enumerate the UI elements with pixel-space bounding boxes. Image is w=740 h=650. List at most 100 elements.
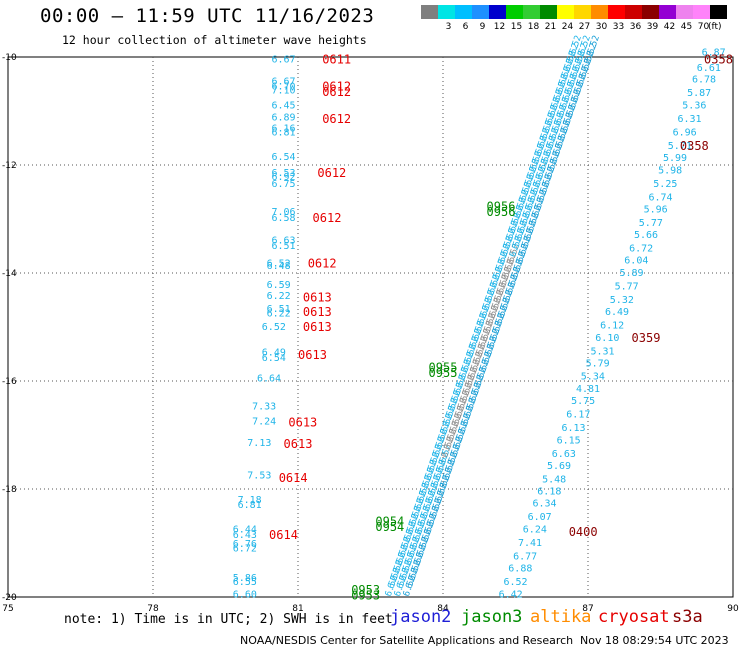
swh-value: 6.81 (271, 128, 295, 139)
pass-time-label: 0956 (487, 200, 516, 214)
swh-value: 6.67 (271, 76, 295, 87)
swh-value: 5.89 (619, 268, 643, 279)
swh-value: 5.71 (668, 141, 692, 152)
pass-time-label: 0613 (303, 290, 332, 304)
legend-color-cell (557, 5, 574, 19)
legend-color-cell (506, 5, 523, 19)
swh-value: 6.58 (271, 213, 295, 224)
legend-color-cell (472, 5, 489, 19)
swh-value: 6.49 (262, 347, 286, 358)
chart-title: 00:00 – 11:59 UTC 11/16/2023 (40, 5, 375, 27)
swh-value: 6.87 (702, 48, 726, 59)
swh-value: 6.89 (271, 112, 295, 123)
legend-color-cell (693, 5, 710, 19)
legend-color-cell (659, 5, 676, 19)
legend-bin-label: 21 (544, 22, 557, 32)
generation-timestamp: Nov 18 08:29:54 UTC 2023 (580, 634, 729, 647)
legend-bin-label: 45 (680, 22, 693, 32)
swh-value: 6.92 (271, 172, 295, 183)
satellite-legend-cryosat: cryosat (598, 607, 670, 627)
pass-time-label: 0612 (308, 256, 337, 270)
swh-value: 5.25 (653, 179, 677, 190)
pass-time-label: 0956 (487, 205, 516, 219)
legend-color-cell (591, 5, 608, 19)
legend-color-cell (489, 5, 506, 19)
swh-value: 6.67 (271, 55, 295, 66)
legend-bin-label: 36 (629, 22, 642, 32)
swh-value: 7.33 (252, 401, 276, 412)
swh-value: 6.54 (271, 152, 295, 163)
swh-value: 5.34 (581, 372, 605, 383)
swh-value: 7.24 (252, 417, 276, 428)
legend-color-cell (608, 5, 625, 19)
satellite-legend-jason2: jason2 (390, 607, 452, 627)
swh-value: 6.75 (271, 179, 295, 190)
swh-value: 6.43 (233, 530, 257, 541)
swh-value: 6.64 (257, 373, 281, 384)
swh-value: 6.60 (233, 589, 257, 600)
pass-time-label: 0613 (284, 437, 313, 451)
swh-value: 6.59 (267, 280, 291, 291)
swh-value: 6.78 (692, 75, 716, 86)
legend-bin-label: 24 (561, 22, 574, 32)
swh-value: 6.53 (271, 168, 295, 179)
swh-value: 6.52 (262, 322, 286, 333)
swh-value: 7.18 (238, 495, 262, 506)
pass-time-label: 0613 (303, 320, 332, 334)
pass-time-label: 0612 (322, 112, 351, 126)
swh-value: 6.45 (271, 101, 295, 112)
pass-time-label: 0400 (569, 525, 598, 539)
swh-value: 5.77 (639, 218, 663, 229)
chart-subtitle: 12 hour collection of altimeter wave hei… (62, 33, 367, 47)
swh-value: 6.72 (233, 543, 257, 554)
legend-color-cell (642, 5, 659, 19)
swh-value: 6.49 (605, 307, 629, 318)
swh-value: 5.75 (571, 396, 595, 407)
swh-value: 5.96 (644, 204, 668, 215)
swh-value: 5.69 (547, 461, 571, 472)
pass-time-label: 0614 (279, 471, 308, 485)
swh-value: 6.10 (595, 333, 619, 344)
swh-value: 6.42 (499, 589, 523, 600)
satellite-legend-altika: altika (530, 607, 592, 627)
pass-time-label: 0611 (322, 53, 351, 67)
pass-time-label: 0612 (322, 80, 351, 94)
swh-value: 7.06 (271, 207, 295, 218)
swh-value: 5.98 (658, 165, 682, 176)
swh-value: 6.77 (513, 552, 537, 563)
swh-value: 6.54 (262, 353, 286, 364)
swh-value: 6.34 (532, 499, 556, 510)
plot-frame (7, 56, 734, 598)
swh-value: 5.87 (687, 88, 711, 99)
legend-bin-label: 27 (578, 22, 591, 32)
swh-value: 6.24 (523, 525, 547, 536)
x-tick-label: 78 (147, 604, 159, 614)
swh-value: 6.88 (508, 563, 532, 574)
swh-value: 5.79 (586, 359, 610, 370)
swh-value: 6.48 (267, 261, 291, 272)
pass-time-label: 0612 (317, 166, 346, 180)
footer-note: note: 1) Time is in UTC; 2) SWH is in fe… (64, 612, 393, 627)
legend-bin-label: 30 (595, 22, 608, 32)
swh-value: 7.53 (247, 471, 271, 482)
pass-time-label: 0613 (298, 348, 327, 362)
legend-color-cell (574, 5, 591, 19)
credit-line: NOAA/NESDIS Center for Satellite Applica… (240, 634, 574, 647)
swh-value: 4.81 (576, 384, 600, 395)
swh-value: 6.51 (271, 241, 295, 252)
swh-value: 6.15 (557, 435, 581, 446)
swh-value: 6.52 (503, 577, 527, 588)
swh-value: 5.31 (590, 346, 614, 357)
pass-time-label: 0358 (680, 139, 709, 153)
pass-time-label: 0955 (429, 361, 458, 375)
swh-value: 6.63 (552, 449, 576, 460)
y-tick-label: -20 (2, 593, 17, 603)
swh-value: 6.61 (697, 63, 721, 74)
pass-time-label: 0612 (322, 85, 351, 99)
legend-bin-label: 15 (510, 22, 523, 32)
pass-time-label: 0613 (288, 416, 317, 430)
swh-value: 5.99 (663, 153, 687, 164)
y-tick-label: -12 (2, 161, 17, 171)
legend-unit-label: (ft) (708, 22, 722, 32)
swh-value: 5.32 (610, 295, 634, 306)
